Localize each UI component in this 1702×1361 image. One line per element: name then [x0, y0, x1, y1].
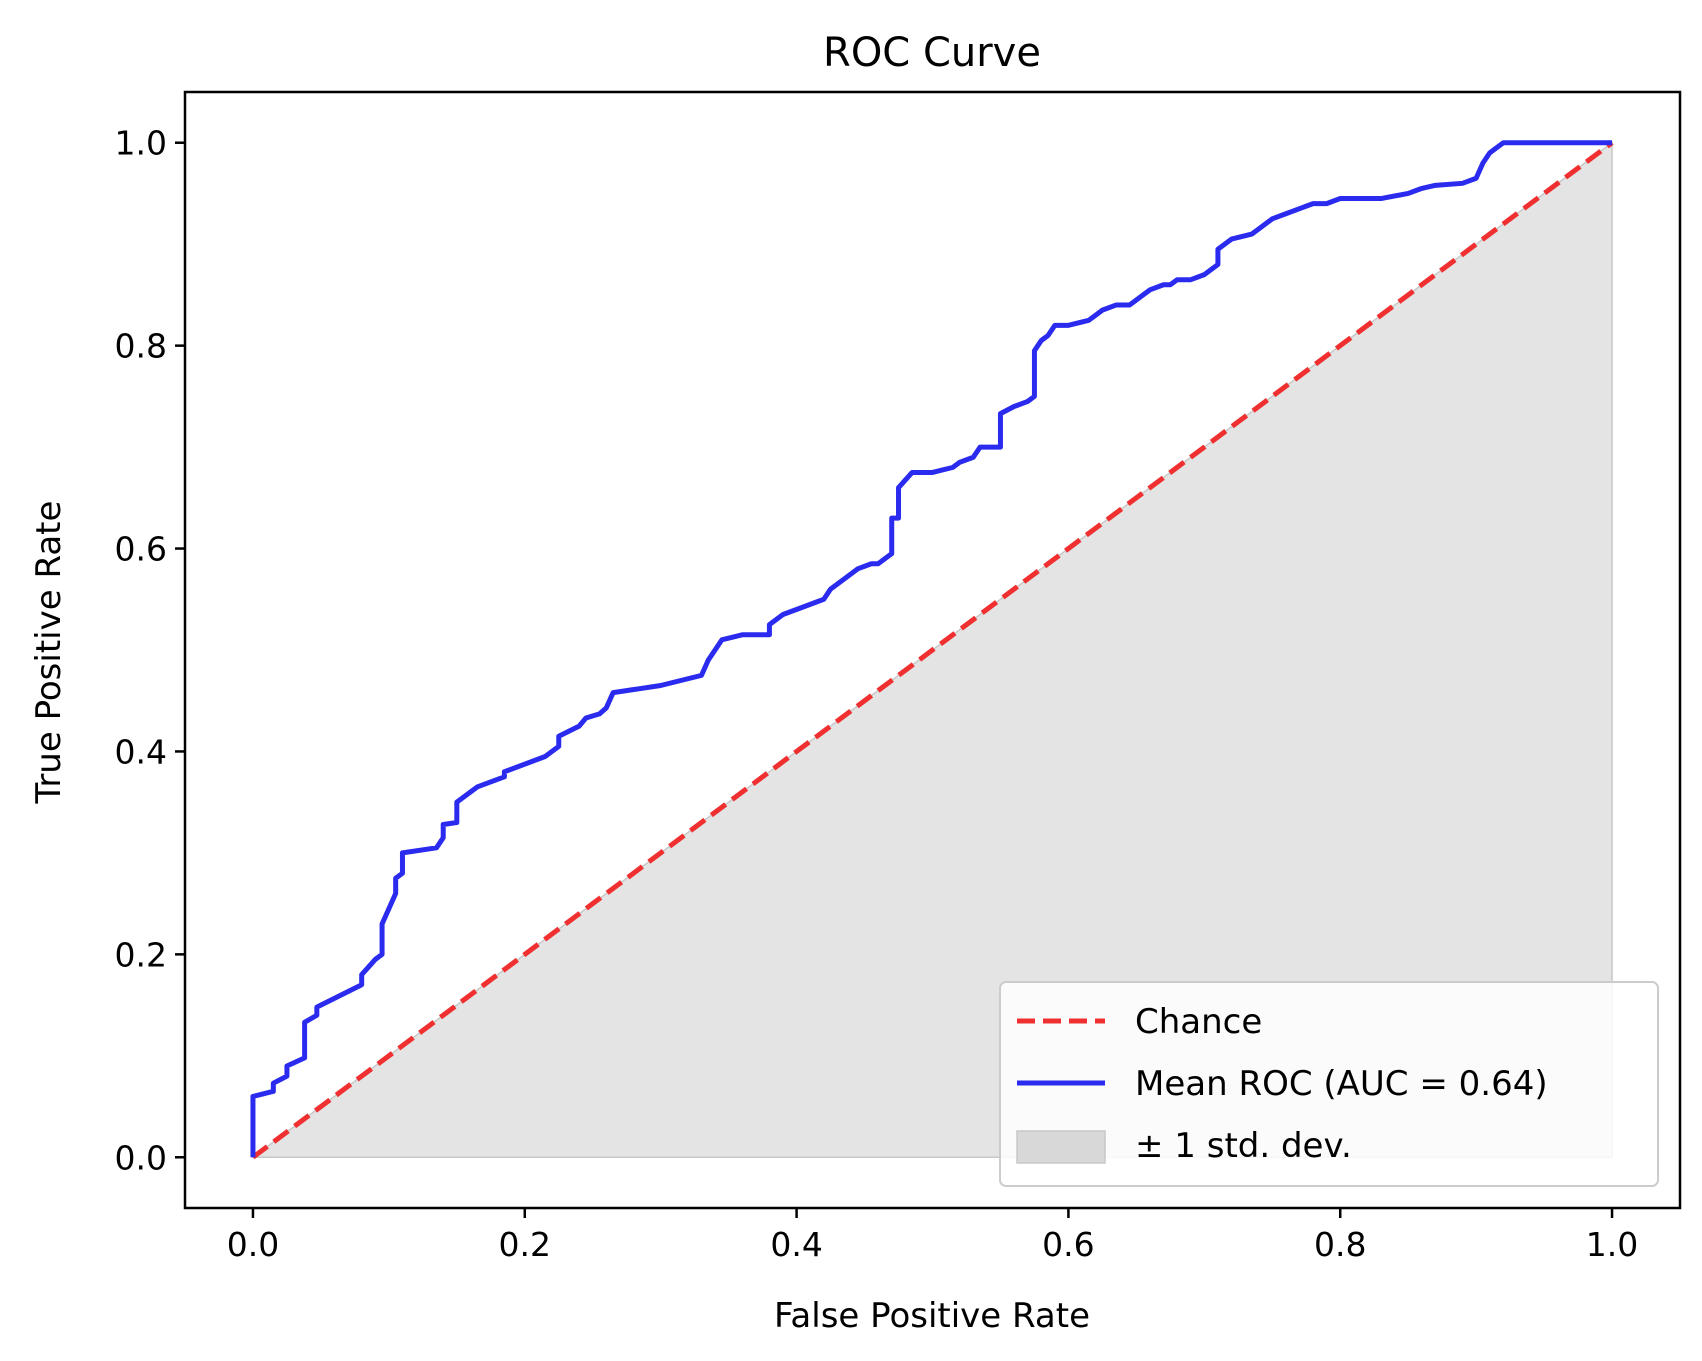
legend-mean-label: Mean ROC (AUC = 0.64) [1135, 1064, 1548, 1104]
plot-area [250, 140, 1614, 1160]
legend: Chance Mean ROC (AUC = 0.64) ± 1 std. de… [999, 981, 1659, 1187]
y-tick-label: 1.0 [115, 124, 167, 163]
x-tick-label: 0.4 [770, 1225, 822, 1264]
y-axis: 0.0 0.2 0.4 0.6 0.8 1.0 [115, 124, 185, 1177]
y-tick-label: 0.0 [115, 1138, 167, 1177]
y-axis-label: True Positive Rate [29, 501, 69, 805]
legend-chance-label: Chance [1135, 1002, 1262, 1042]
y-tick-label: 0.8 [115, 327, 167, 366]
y-tick-label: 0.6 [115, 530, 167, 569]
legend-std-swatch [1016, 1130, 1106, 1164]
x-axis: 0.0 0.2 0.4 0.6 0.8 1.0 [227, 1208, 1638, 1264]
y-tick-label: 0.2 [115, 935, 167, 974]
x-tick-label: 0.0 [227, 1225, 279, 1264]
x-tick-label: 1.0 [1586, 1225, 1638, 1264]
y-tick-label: 0.4 [115, 732, 167, 771]
chance-line [251, 140, 1614, 1160]
x-axis-label: False Positive Rate [774, 1296, 1090, 1336]
legend-box [999, 981, 1659, 1187]
legend-std-label: ± 1 std. dev. [1135, 1126, 1352, 1166]
axes-frame [183, 90, 1682, 1210]
chart-title: ROC Curve [823, 30, 1041, 76]
mean-roc-line [250, 140, 1613, 1158]
x-tick-label: 0.6 [1042, 1225, 1094, 1264]
x-tick-label: 0.8 [1314, 1225, 1366, 1264]
x-tick-label: 0.2 [499, 1225, 551, 1264]
